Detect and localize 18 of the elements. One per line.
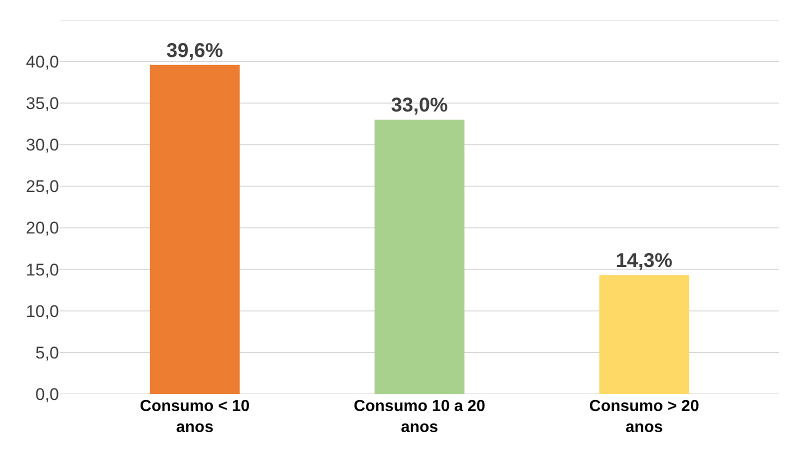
y-tick-label: 5,0	[35, 343, 59, 362]
y-tick-label: 20,0	[26, 218, 59, 238]
y-tick-label: 30,0	[26, 136, 59, 155]
x-tick-label: Consumo < 10 anos	[140, 398, 250, 436]
x-tick-label: Consumo > 20 anos	[589, 398, 700, 436]
bar	[150, 64, 240, 394]
data-label: 33,0%	[391, 94, 448, 117]
y-tick-label: 0,0	[35, 384, 59, 404]
y-tick-label: 40,0	[26, 52, 59, 72]
y-tick-label: 35,0	[26, 94, 59, 114]
y-tick-label: 15,0	[26, 260, 59, 280]
bar	[599, 275, 690, 394]
bar	[374, 120, 464, 394]
data-label: 14,3%	[616, 250, 673, 272]
data-label: 39,6%	[166, 40, 224, 62]
y-tick-label: 10,0	[26, 302, 59, 321]
y-tick-label: 25,0	[26, 177, 59, 196]
x-tick-label: Consumo 10 a 20 anos	[354, 398, 486, 436]
